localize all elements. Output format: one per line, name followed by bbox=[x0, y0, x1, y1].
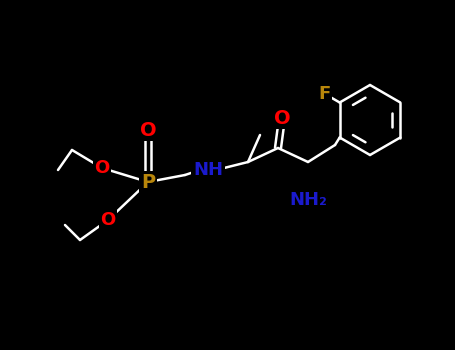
Text: O: O bbox=[94, 159, 110, 177]
Text: NH₂: NH₂ bbox=[289, 191, 327, 209]
Text: O: O bbox=[140, 120, 157, 140]
Text: O: O bbox=[274, 108, 290, 127]
Text: NH: NH bbox=[193, 161, 223, 179]
Text: F: F bbox=[318, 85, 331, 103]
Text: O: O bbox=[101, 211, 116, 229]
Text: P: P bbox=[141, 173, 155, 191]
